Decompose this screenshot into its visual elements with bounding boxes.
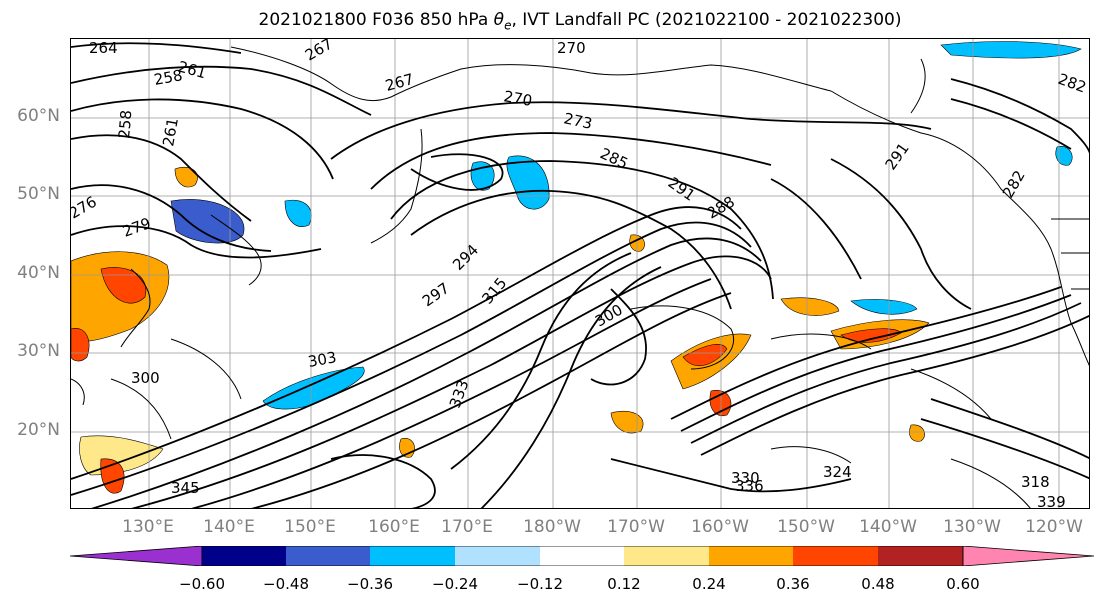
colorbar-swatch — [455, 546, 540, 566]
colorbar-swatch — [370, 546, 456, 566]
map-title: 2021021800 F036 850 hPa θe, IVT Landfall… — [70, 10, 1090, 32]
colorbar-tick-label: −0.12 — [517, 575, 563, 593]
colorbar-swatch — [540, 546, 625, 566]
colorbar-swatch — [709, 546, 794, 566]
lon-label: 160°E — [368, 517, 420, 537]
lon-label: 150°E — [284, 517, 336, 537]
title-symbol: θ — [493, 10, 505, 30]
anomaly-patch — [79, 435, 164, 476]
contour-label: 324 — [823, 463, 852, 481]
contour-label: 330 — [731, 469, 760, 487]
title-suffix: , IVT Landfall PC (2021022100 - 20210223… — [511, 10, 902, 30]
contour-label: 294 — [449, 241, 482, 274]
colorbar-tick-label: 0.60 — [946, 575, 980, 593]
lon-label: 150°W — [777, 517, 835, 537]
graticule — [71, 39, 1089, 508]
anomaly-patch — [940, 41, 1082, 59]
lon-label: 120°W — [1025, 517, 1083, 537]
colorbar-tick-label: 0.12 — [607, 575, 641, 593]
colorbar-swatch — [286, 546, 371, 566]
title-subscript: e — [504, 18, 512, 33]
colorbar-tick-label: 0.24 — [692, 575, 726, 593]
contour-label: 339 — [1037, 493, 1066, 509]
colorbar-tick-label: −0.48 — [263, 575, 309, 593]
contour-label: 279 — [120, 214, 153, 241]
contour-label: 267 — [302, 39, 336, 64]
colorbar — [70, 546, 1095, 566]
contour-label: 270 — [557, 39, 586, 57]
colorbar-extend-left — [70, 546, 203, 566]
contour-label: 258 — [115, 109, 135, 139]
contour-label: 303 — [307, 348, 338, 371]
contour-label: 297 — [419, 279, 453, 310]
contour-label: 282 — [1056, 70, 1089, 97]
anomaly-patch — [909, 424, 925, 442]
lat-label: 50°N — [17, 184, 60, 204]
lat-label: 20°N — [17, 420, 60, 440]
anomaly-patch — [850, 299, 918, 315]
colorbar-tick-label: −0.60 — [179, 575, 225, 593]
theta-e-contours — [71, 42, 1089, 508]
colorbar-swatch — [793, 546, 879, 566]
contour-label: 276 — [71, 193, 100, 223]
contour-label: 300 — [592, 301, 626, 331]
lat-label: 60°N — [17, 106, 60, 126]
contour-label: 318 — [1021, 473, 1050, 491]
colorbar-tick-label: 0.36 — [776, 575, 810, 593]
contour-label: 261 — [159, 116, 182, 147]
lat-label: 40°N — [17, 263, 60, 283]
map-panel[interactable]: 264 261 258 267 270 258 261 267 270 273 … — [70, 38, 1090, 509]
anomaly-patch — [100, 267, 147, 304]
colorbar-swatch — [624, 546, 710, 566]
anomaly-patch — [506, 155, 550, 210]
colorbar-tick-label: −0.24 — [432, 575, 478, 593]
anomaly-patch — [170, 199, 245, 244]
contour-label: 258 — [153, 66, 184, 89]
lat-label: 30°N — [17, 341, 60, 361]
anomaly-patch — [1055, 146, 1073, 166]
colorbar-tick-label: −0.36 — [347, 575, 393, 593]
map-canvas: 264 261 258 267 270 258 261 267 270 273 … — [71, 39, 1089, 509]
lon-label: 140°W — [859, 517, 917, 537]
colorbar-extend-right — [962, 546, 1095, 566]
detail-contours — [110, 305, 1031, 508]
lon-label: 130°W — [943, 517, 1001, 537]
contour-label: 333 — [446, 377, 473, 410]
lon-label: 160°W — [691, 517, 749, 537]
colorbar-tick-label: 0.48 — [861, 575, 895, 593]
lon-label: 170°E — [441, 517, 493, 537]
contour-label: 345 — [171, 479, 200, 497]
contour-label: 300 — [131, 369, 160, 387]
lon-label: 130°E — [122, 517, 174, 537]
contour-label: 336 — [735, 477, 764, 495]
anomaly-patch — [610, 411, 644, 434]
lon-label: 180°W — [523, 517, 581, 537]
contour-label: 267 — [383, 70, 415, 95]
title-prefix: 2021021800 F036 850 hPa — [258, 10, 494, 30]
contour-labels: 264 261 258 267 270 258 261 267 270 273 … — [71, 39, 1089, 509]
anomaly-patch — [780, 297, 840, 316]
contour-label: 264 — [89, 39, 118, 57]
anomaly-patch — [174, 166, 198, 188]
colorbar-swatch — [878, 546, 963, 566]
anomaly-patches — [71, 41, 1082, 494]
contour-label: 291 — [882, 140, 913, 174]
lon-label: 170°W — [607, 517, 665, 537]
contour-label: 270 — [502, 87, 533, 110]
anomaly-patch — [284, 199, 312, 227]
anomaly-patch — [682, 344, 728, 367]
anomaly-patch — [262, 366, 365, 410]
lon-label: 140°E — [203, 517, 255, 537]
contour-label: 273 — [562, 109, 594, 133]
colorbar-swatch — [202, 546, 287, 566]
